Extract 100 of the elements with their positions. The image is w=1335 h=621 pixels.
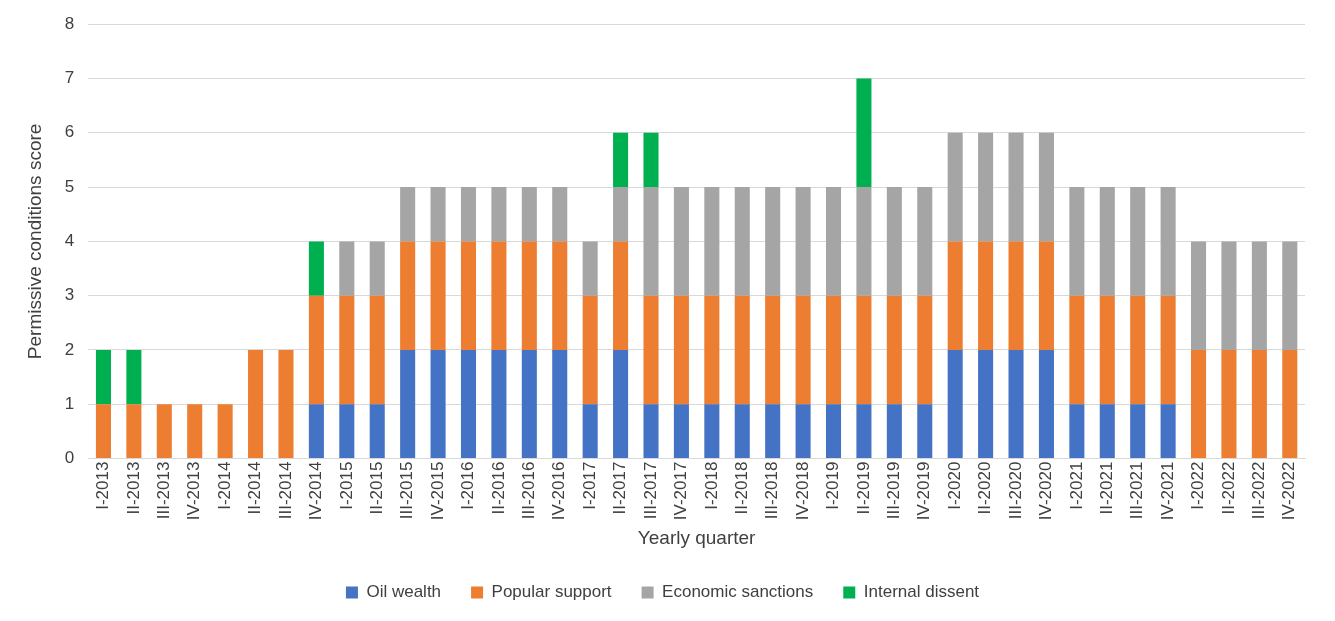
bar [613, 187, 629, 242]
bar [1221, 350, 1237, 459]
x-tick-label: IV-2018 [792, 461, 812, 521]
bar [369, 295, 385, 405]
bar [1038, 132, 1054, 242]
y-tick-label: 4 [64, 231, 75, 251]
bar [521, 187, 537, 242]
bar [917, 295, 933, 405]
x-tick-label: III-2020 [1005, 461, 1025, 520]
bar [917, 404, 933, 459]
x-tick-label: II-2013 [123, 461, 143, 515]
bar [856, 78, 872, 188]
bar [1221, 241, 1237, 350]
bar [673, 295, 689, 405]
bar [1251, 241, 1267, 350]
bar [400, 187, 416, 242]
bar [1130, 404, 1146, 459]
bar [339, 241, 355, 296]
bar [126, 404, 142, 459]
bar [613, 132, 629, 188]
y-tick-label: 2 [64, 339, 75, 359]
bar [552, 187, 568, 242]
bar [856, 187, 872, 296]
x-tick-label: IV-2020 [1036, 461, 1056, 521]
bar [278, 350, 294, 459]
bar [947, 132, 963, 242]
bar [1099, 295, 1115, 405]
bar [673, 187, 689, 296]
bar [187, 404, 203, 459]
bar [1069, 404, 1085, 459]
bar [1130, 295, 1146, 405]
bar [460, 187, 477, 242]
x-tick-label: I-2017 [579, 461, 599, 510]
bar [978, 132, 994, 242]
legend-label: Internal dissent [863, 582, 980, 602]
bar [1251, 350, 1267, 459]
bar [95, 404, 111, 459]
bar [795, 404, 811, 459]
y-tick-label: 5 [64, 176, 75, 196]
bar [1160, 404, 1176, 459]
bar [795, 187, 811, 296]
x-tick-label: II-2019 [853, 461, 873, 515]
bar [643, 404, 659, 459]
bar [917, 187, 933, 296]
bar [1160, 187, 1176, 296]
bar [643, 187, 659, 296]
x-tick-label: I-2013 [93, 461, 113, 510]
bar [552, 241, 568, 350]
y-tick-label: 3 [64, 285, 75, 305]
bar [886, 404, 902, 459]
bar [460, 241, 477, 350]
x-tick-label: III-2021 [1127, 461, 1147, 520]
bar [1008, 132, 1024, 242]
x-tick-label: III-2022 [1249, 461, 1269, 520]
bar [308, 404, 324, 459]
bar [825, 295, 842, 405]
y-axis-title: Permissive conditions score [23, 123, 45, 360]
x-tick-label: III-2016 [519, 461, 539, 520]
bar [308, 295, 324, 405]
bar [308, 241, 324, 296]
x-tick-label: I-2016 [458, 461, 478, 510]
bar [1099, 404, 1115, 459]
bar [825, 404, 842, 459]
bar [1130, 187, 1146, 296]
bar [1038, 350, 1054, 459]
x-tick-label: IV-2016 [549, 461, 569, 521]
bar [400, 350, 416, 459]
bar [795, 295, 811, 405]
x-tick-label: IV-2015 [427, 461, 447, 521]
bar [400, 241, 416, 350]
bar [765, 187, 781, 296]
bar [248, 350, 264, 459]
x-tick-label: II-2017 [610, 461, 630, 515]
x-tick-label: II-2014 [245, 461, 265, 515]
bar [521, 350, 537, 459]
bar [552, 350, 568, 459]
bar [886, 295, 902, 405]
bar [1191, 350, 1207, 459]
legend-label: Popular support [491, 582, 612, 602]
bar [491, 350, 507, 459]
bar [856, 295, 872, 405]
bar [460, 350, 477, 459]
bar [947, 350, 963, 459]
bar [582, 295, 598, 405]
bar [643, 132, 659, 188]
bar [825, 187, 842, 296]
bar [765, 295, 781, 405]
bar [339, 404, 355, 459]
bar [582, 241, 598, 296]
legend-label: Economic sanctions [662, 582, 814, 602]
bar [1069, 295, 1085, 405]
bar [430, 187, 446, 242]
x-tick-label: III-2017 [640, 461, 660, 520]
bar [673, 404, 689, 459]
x-tick-label: IV-2013 [184, 461, 204, 521]
bar [217, 404, 233, 459]
bar [704, 295, 720, 405]
bar [704, 187, 720, 296]
x-tick-label: III-2015 [397, 461, 417, 520]
x-tick-label: IV-2022 [1279, 461, 1299, 521]
